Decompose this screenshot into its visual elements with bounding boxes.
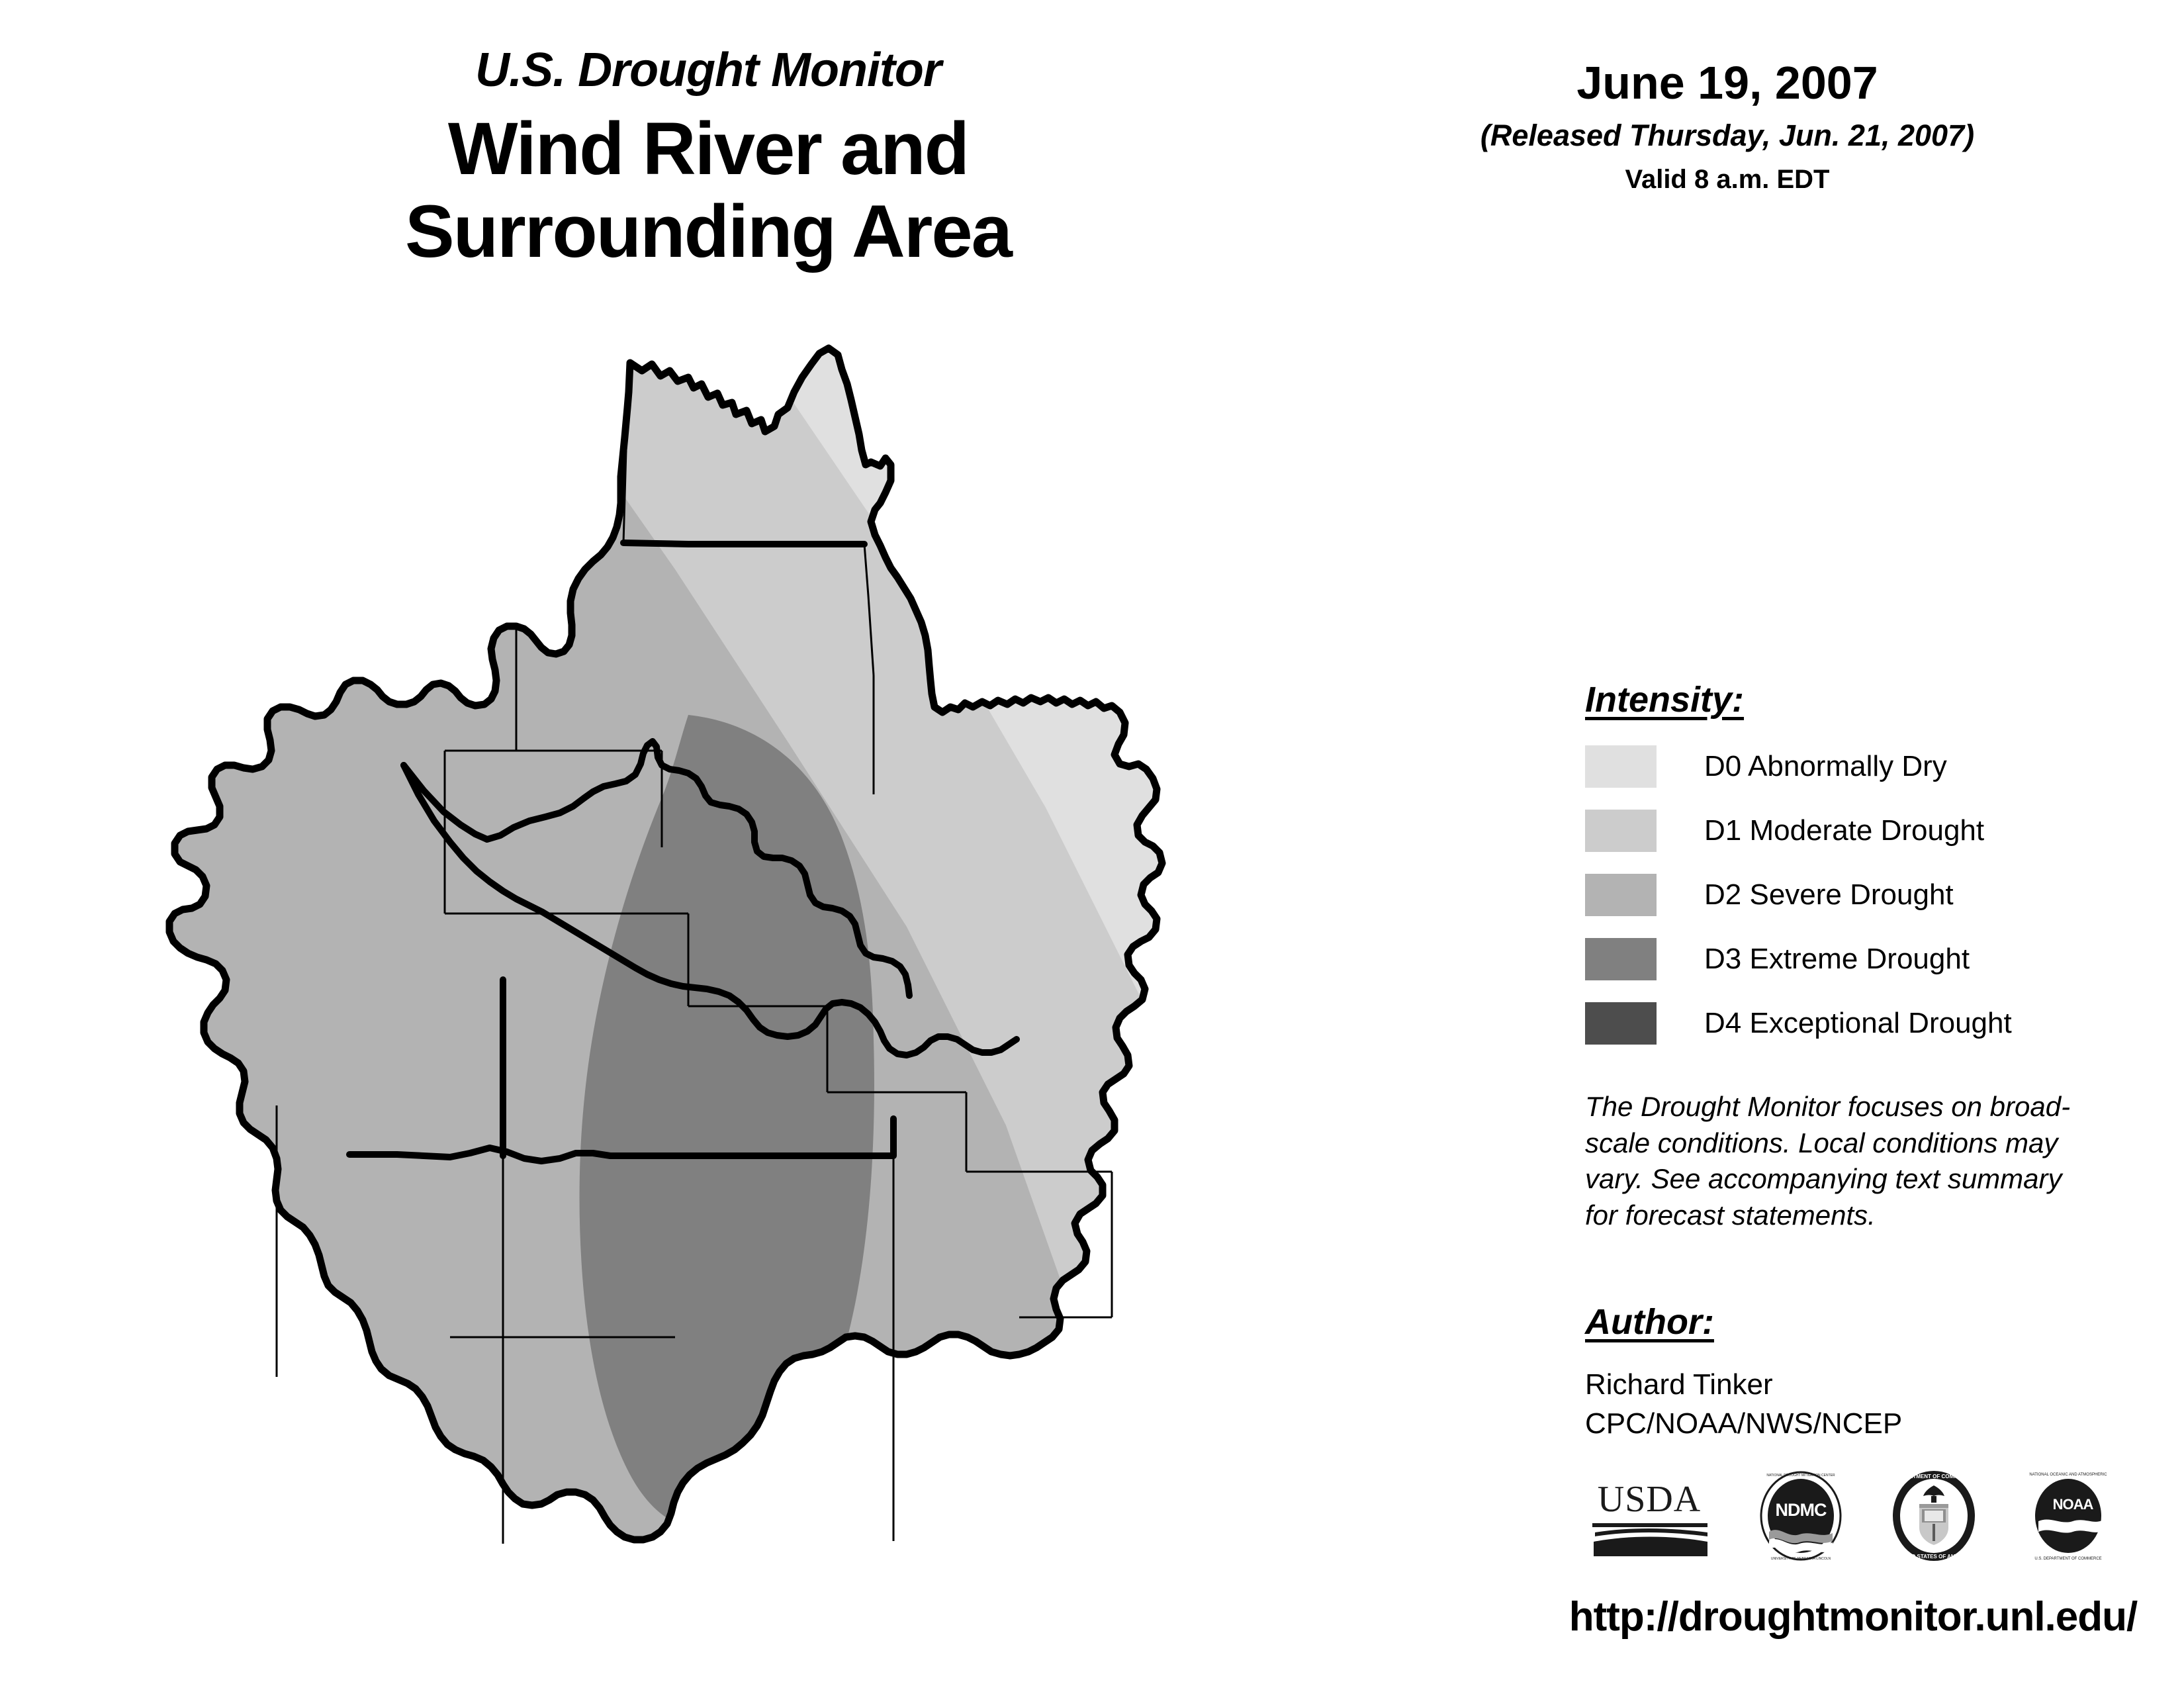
author-affiliation: CPC/NOAA/NWS/NCEP	[1585, 1407, 1903, 1440]
legend-item-d3[interactable]: D3 Extreme Drought	[1585, 938, 2128, 980]
region-d1-moderate	[529, 348, 1162, 1540]
noaa-logo: NOAA NATIONAL OCEANIC AND ATMOSPHERIC U.…	[2028, 1472, 2108, 1561]
map-boundary-south	[346, 1145, 705, 1164]
page-title: Wind River and Surrounding Area	[278, 107, 1138, 273]
release-date: (Released Thursday, Jun. 21, 2007)	[1480, 118, 1975, 152]
legend-label-d4: D4 Exceptional Drought	[1704, 1007, 2012, 1039]
svg-text:NATIONAL OCEANIC AND ATMOSPHER: NATIONAL OCEANIC AND ATMOSPHERIC	[2029, 1473, 2107, 1477]
legend-label-d3: D3 Extreme Drought	[1704, 943, 1970, 975]
date-block: June 19, 2007 (Released Thursday, Jun. 2…	[1463, 60, 1992, 193]
ndmc-logo: NDMC NATIONAL DROUGHT MITIGATION CENTER …	[1760, 1471, 1842, 1561]
map-outline	[165, 344, 1166, 1544]
page-title-line-1: Wind River and	[447, 107, 970, 190]
agency-logo-row: USDA NDMC NATIONAL DROUGHT MITIGATION CE…	[1588, 1466, 2111, 1566]
svg-text:NOAA: NOAA	[2053, 1496, 2094, 1513]
svg-text:UNITED STATES OF AMERICA: UNITED STATES OF AMERICA	[1896, 1554, 1972, 1560]
drought-map[interactable]	[93, 344, 1496, 1628]
legend-swatch-d4	[1585, 1002, 1657, 1045]
legend-item-d0[interactable]: D0 Abnormally Dry	[1585, 745, 2128, 788]
svg-text:USDA: USDA	[1598, 1479, 1701, 1520]
svg-text:NDMC: NDMC	[1775, 1500, 1826, 1520]
svg-text:U.S. DEPARTMENT OF COMMERCE: U.S. DEPARTMENT OF COMMERCE	[2034, 1557, 2101, 1561]
svg-text:NATIONAL DROUGHT MITIGATION CE: NATIONAL DROUGHT MITIGATION CENTER	[1766, 1474, 1835, 1477]
legend-swatch-d0	[1585, 745, 1657, 788]
wind-river-reservation-outline	[400, 738, 913, 999]
doc-logo: DEPARTMENT OF COMMERCE UNITED STATES OF …	[1893, 1471, 1976, 1561]
map-thick-boundaries	[165, 344, 1166, 1544]
svg-text:DEPARTMENT OF COMMERCE: DEPARTMENT OF COMMERCE	[1895, 1474, 1974, 1479]
wind-river-reservation-south	[400, 762, 1020, 1058]
website-url[interactable]: http://droughtmonitor.unl.edu/	[1569, 1594, 2138, 1640]
legend-item-d2[interactable]: D2 Severe Drought	[1585, 874, 2128, 916]
page-title-line-2: Surrounding Area	[405, 190, 1013, 273]
intensity-legend: Intensity: D0 Abnormally Dry D1 Moderate…	[1585, 682, 2128, 1066]
svg-text:UNIVERSITY OF NEBRASKA-LINCOLN: UNIVERSITY OF NEBRASKA-LINCOLN	[1771, 1557, 1831, 1561]
legend-swatch-d2	[1585, 874, 1657, 916]
svg-text:★: ★	[1901, 1511, 1908, 1521]
disclaimer-text: The Drought Monitor focuses on broad-sca…	[1585, 1091, 2071, 1231]
title-block: U.S. Drought Monitor Wind River and Surr…	[278, 46, 1138, 273]
svg-text:★: ★	[1960, 1511, 1968, 1521]
legend-swatch-d1	[1585, 810, 1657, 852]
usda-logo: USDA	[1592, 1479, 1707, 1556]
legend-item-d4[interactable]: D4 Exceptional Drought	[1585, 1002, 2128, 1045]
drought-map-svg[interactable]	[93, 344, 1496, 1628]
county-block-outline	[500, 976, 897, 1159]
legend-label-d0: D0 Abnormally Dry	[1704, 750, 1947, 782]
legend-item-d1[interactable]: D1 Moderate Drought	[1585, 810, 2128, 852]
map-boundary-north	[620, 539, 868, 547]
region-d3-extreme	[579, 715, 874, 1530]
valid-time: Valid 8 a.m. EDT	[1625, 165, 1830, 194]
author-name: Richard Tinker	[1585, 1368, 1773, 1401]
author-heading: Author:	[1585, 1302, 1714, 1342]
drought-monitor-kicker: U.S. Drought Monitor	[475, 44, 942, 97]
legend-swatch-d3	[1585, 938, 1657, 980]
issue-date: June 19, 2007	[1576, 57, 1878, 109]
legend-label-d1: D1 Moderate Drought	[1704, 814, 1985, 847]
author-panel: Author: Richard Tinker CPC/NOAA/NWS/NCEP	[1585, 1304, 2088, 1444]
map-drought-regions	[169, 348, 1162, 1540]
legend-label-d2: D2 Severe Drought	[1704, 878, 1954, 911]
legend-heading: Intensity:	[1585, 680, 1745, 720]
